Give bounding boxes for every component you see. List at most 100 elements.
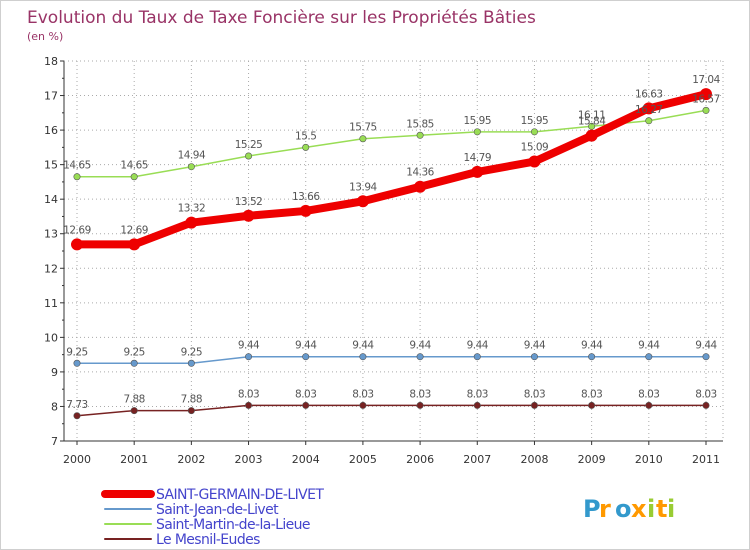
y-tick-label: 10 [44,331,58,344]
x-tick-label: 2006 [406,453,434,466]
data-label: 9.25 [123,346,144,358]
legend-label: SAINT-GERMAIN-DE-LIVET [156,487,324,503]
data-label: 9.44 [638,340,660,352]
data-label: 8.03 [524,388,545,400]
legend-label: Saint-Jean-de-Livet [156,502,279,518]
data-label: 16.63 [635,88,663,100]
x-tick-label: 2007 [463,453,491,466]
x-tick-label: 2001 [120,453,148,466]
logo-letter: x [631,495,647,523]
data-label: 13.66 [292,191,320,203]
logo-letter: t [656,495,667,523]
y-axis-unit-label: (en %) [27,30,63,43]
data-label: 8.03 [409,388,430,400]
x-tick-label: 2008 [520,453,548,466]
data-point [702,353,710,361]
data-point [588,401,596,409]
data-point [416,401,424,409]
x-tick-label: 2010 [635,453,663,466]
legend: SAINT-GERMAIN-DE-LIVETSaint-Jean-de-Live… [101,487,325,548]
data-point [187,163,195,171]
data-label: 14.65 [120,160,148,172]
series-line-le mesnil-eudes [76,404,707,417]
x-tick-label: 2000 [63,453,91,466]
y-tick-label: 17 [44,90,58,103]
data-point [585,129,598,142]
data-label: 12.69 [120,224,148,236]
x-tick-label: 2005 [349,453,377,466]
data-point [242,209,255,222]
logo-letter: i [647,495,655,523]
data-label: 17.04 [692,74,720,86]
legend-label: Le Mesnil-Eudes [156,532,260,548]
data-label: 9.44 [295,340,317,352]
y-tick-label: 15 [44,159,58,172]
data-label: 15.25 [235,139,263,151]
data-point [185,216,198,229]
data-label: 9.44 [524,340,546,352]
data-point [528,155,541,168]
data-label: 16.27 [635,104,663,116]
data-label: 9.44 [695,340,717,352]
data-point [473,401,481,409]
data-point [702,106,710,114]
logo-letter: P [583,495,601,523]
data-label: 15.84 [578,116,606,128]
data-label: 15.09 [521,142,549,154]
data-point [530,353,538,361]
data-point [645,401,653,409]
data-label: 15.95 [463,115,491,127]
data-point [473,353,481,361]
data-label: 9.25 [66,346,87,358]
data-label: 15.85 [406,118,434,130]
data-point [702,401,710,409]
data-point [359,401,367,409]
data-point [530,128,538,136]
data-label: 8.03 [581,388,602,400]
x-tick-label: 2003 [235,453,263,466]
data-label: 14.36 [406,167,434,179]
data-label: 7.88 [181,394,202,406]
logo-letter: r [599,495,611,523]
data-label: 9.44 [352,340,374,352]
data-point [645,117,653,125]
proxiti-logo: Pr o x i t i [583,495,675,523]
chart-title: Evolution du Taux de Taxe Foncière sur l… [27,8,536,28]
data-point [356,195,369,208]
data-label: 9.44 [409,340,431,352]
data-point [700,88,712,101]
data-label: 7.73 [66,399,87,411]
data-label: 8.03 [295,388,316,400]
data-point [416,131,424,139]
y-tick-label: 7 [51,435,58,448]
data-label: 9.25 [181,346,202,358]
x-tick-label: 2009 [578,453,606,466]
y-tick-label: 14 [44,193,58,206]
data-point [73,173,81,181]
data-label: 15.95 [521,115,549,127]
data-label: 9.44 [238,340,260,352]
data-point [73,359,81,367]
data-point [187,407,195,415]
data-label: 8.03 [467,388,488,400]
data-point [588,122,596,130]
data-point [414,180,427,193]
data-label: 8.03 [638,388,659,400]
data-label: 8.03 [352,388,373,400]
data-label: 13.32 [178,203,206,215]
data-point [588,353,596,361]
data-point [73,412,81,420]
data-point [245,152,253,160]
legend-label: Saint-Martin-de-la-Lieue [156,517,310,533]
data-point [359,353,367,361]
data-point [642,102,655,115]
data-point [299,204,312,217]
data-label: 9.44 [581,340,603,352]
logo-letter: i [667,495,675,523]
y-tick-label: 9 [51,366,58,379]
y-tick-label: 16 [44,124,58,137]
y-tick-label: 8 [51,400,58,413]
data-label: 7.88 [123,394,144,406]
plot-area: 7 8 9 10 11 12 13 14 15 16 17 18 2000 2001 2002 2003 200… [44,55,724,466]
